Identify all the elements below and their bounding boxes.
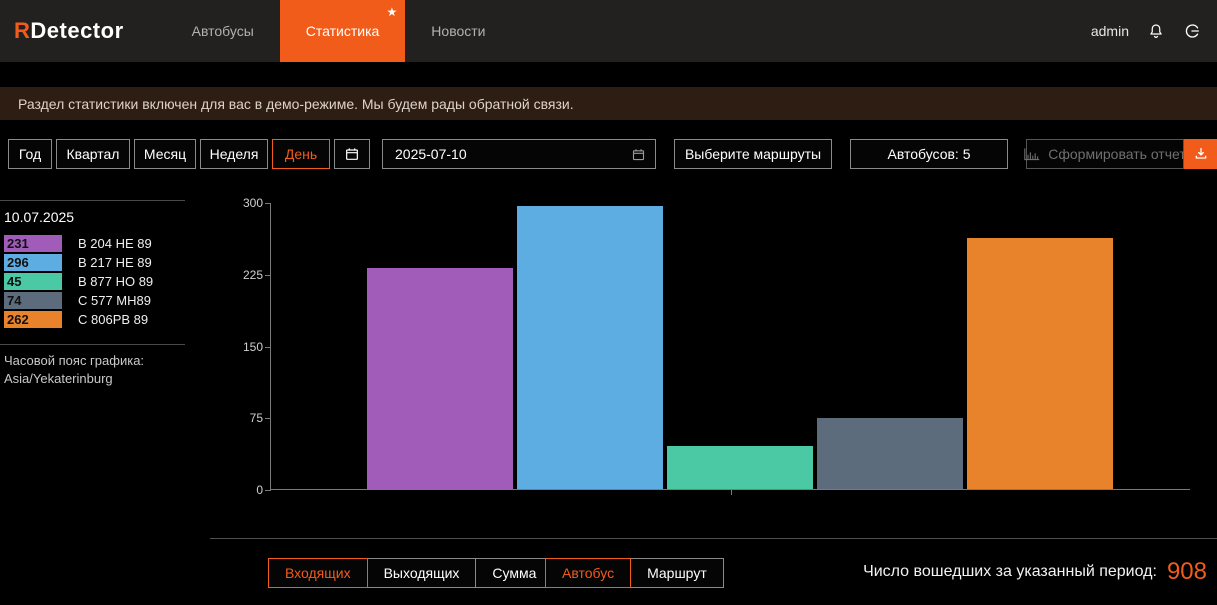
legend-item[interactable]: 262 С 806РВ 89	[4, 311, 185, 328]
histogram-icon	[1024, 147, 1040, 161]
direction-toggle-group: Входящих Выходящих Сумма	[268, 558, 554, 588]
total-value: 908	[1166, 558, 1207, 585]
legend-label: С 577 МН89	[78, 293, 151, 308]
calendar-button[interactable]	[334, 139, 370, 169]
period-week-button[interactable]: Неделя	[200, 139, 268, 169]
legend-date: 10.07.2025	[4, 209, 75, 225]
legend-item[interactable]: 74 С 577 МН89	[4, 292, 185, 309]
route-button[interactable]: Маршрут	[630, 558, 724, 588]
legend-chip: 231	[4, 235, 62, 252]
y-axis-label: 225	[242, 267, 263, 282]
chart-bar[interactable]	[817, 418, 963, 489]
app-logo[interactable]: R Detector	[0, 0, 138, 62]
legend-item[interactable]: 45 В 877 НО 89	[4, 273, 185, 290]
bus-button[interactable]: Автобус	[545, 558, 632, 588]
x-axis-tick	[731, 490, 732, 495]
y-axis-tick	[265, 490, 271, 491]
legend-chip: 262	[4, 311, 62, 328]
date-input-field[interactable]	[383, 146, 613, 162]
buses-count-button[interactable]: Автобусов: 5	[850, 139, 1008, 169]
nav-news[interactable]: Новости	[431, 23, 486, 39]
y-axis-label: 300	[242, 196, 263, 210]
legend-chip: 45	[4, 273, 62, 290]
legend-label: В 217 НЕ 89	[78, 255, 152, 270]
period-quarter-button[interactable]: Квартал	[56, 139, 130, 169]
y-axis-label: 150	[242, 339, 263, 354]
y-axis-label: 75	[249, 411, 263, 426]
select-routes-button[interactable]: Выберите маршруты	[674, 139, 832, 169]
bar-chart: 0 75 150 225 300	[243, 196, 1190, 497]
logo-prefix: R	[14, 18, 31, 43]
timezone-block: Часовой пояс графика: Asia/Yekaterinburg	[0, 344, 185, 388]
nav-statistics[interactable]: Статистика ★	[279, 0, 406, 62]
main-nav: Автобусы Статистика ★ Новости	[166, 0, 512, 62]
chart-bar[interactable]	[667, 446, 813, 489]
legend-chip: 296	[4, 254, 62, 271]
filter-toolbar: Год Квартал Месяц Неделя День Выберите м…	[8, 139, 1217, 169]
date-input[interactable]	[382, 139, 656, 169]
period-total: Число вошедших за указанный период: 908	[863, 554, 1207, 590]
timezone-value: Asia/Yekaterinburg	[4, 371, 113, 386]
chart-bar[interactable]	[967, 238, 1113, 489]
grouping-toggle-group: Автобус Маршрут	[545, 558, 724, 588]
topbar-right: admin	[1091, 0, 1217, 62]
username[interactable]: admin	[1090, 23, 1129, 39]
period-year-button[interactable]: Год	[8, 139, 52, 169]
chart-bar[interactable]	[517, 206, 663, 489]
bell-icon[interactable]	[1147, 22, 1165, 40]
star-icon: ★	[386, 5, 398, 19]
sum-button[interactable]: Сумма	[475, 558, 554, 588]
demo-banner: Раздел статистики включен для вас в демо…	[0, 87, 1217, 120]
legend-label: С 806РВ 89	[78, 312, 149, 327]
period-day-button[interactable]: День	[272, 139, 330, 169]
timezone-label: Часовой пояс графика:	[4, 353, 145, 368]
generate-report-label: Сформировать отчет	[1048, 146, 1186, 162]
chart-bar[interactable]	[367, 268, 513, 489]
legend-item[interactable]: 231 В 204 НЕ 89	[4, 235, 185, 252]
chart-legend: 10.07.2025 231 В 204 НЕ 89 296 В 217 НЕ …	[0, 200, 185, 388]
calendar-icon[interactable]	[631, 147, 646, 162]
incoming-button[interactable]: Входящих	[268, 558, 368, 588]
y-axis-tick	[265, 418, 271, 420]
y-axis-tick	[265, 274, 271, 276]
outgoing-button[interactable]: Выходящих	[366, 558, 477, 588]
y-axis-tick	[265, 203, 271, 204]
legend-item[interactable]: 296 В 217 НЕ 89	[4, 254, 185, 271]
legend-label: В 877 НО 89	[78, 274, 154, 289]
report-group: Сформировать отчет	[1024, 139, 1217, 169]
total-label: Число вошедших за указанный период:	[863, 563, 1157, 580]
nav-statistics-label: Статистика	[305, 23, 380, 39]
period-month-button[interactable]: Месяц	[134, 139, 196, 169]
top-navigation-bar: R Detector Автобусы Статистика ★ Новости …	[0, 0, 1217, 62]
logo-text: Detector	[30, 18, 124, 43]
legend-label: В 204 НЕ 89	[78, 236, 152, 251]
demo-banner-text: Раздел статистики включен для вас в демо…	[18, 95, 574, 112]
generate-report-button[interactable]: Сформировать отчет	[1024, 139, 1186, 169]
footer-divider	[210, 538, 1217, 539]
legend-chip: 74	[4, 292, 62, 309]
download-button[interactable]	[1184, 139, 1217, 169]
y-axis-label: 0	[256, 483, 263, 497]
logout-icon[interactable]	[1183, 22, 1201, 40]
y-axis-tick	[265, 346, 271, 348]
nav-buses[interactable]: Автобусы	[191, 23, 254, 39]
